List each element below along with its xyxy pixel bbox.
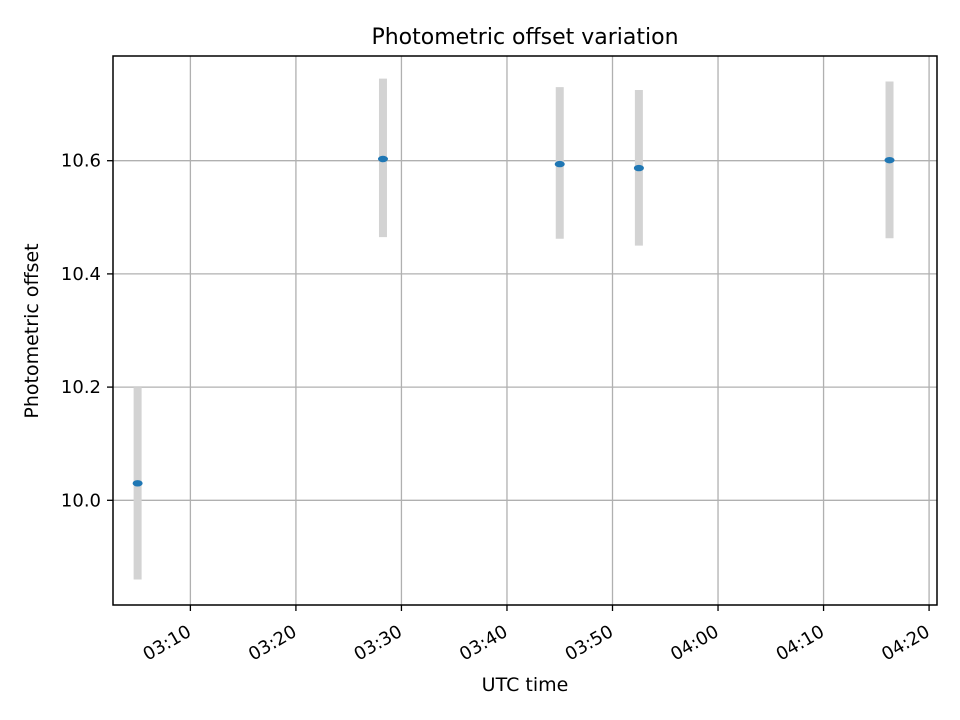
data-point	[633, 164, 644, 172]
data-point	[554, 160, 565, 168]
x-axis-label: UTC time	[482, 674, 569, 696]
data-point	[377, 155, 388, 163]
chart-title: Photometric offset variation	[371, 25, 678, 50]
y-axis-label: Photometric offset	[21, 243, 43, 418]
data-point	[132, 480, 143, 487]
y-tick-label: 10.0	[61, 490, 101, 511]
y-tick-label: 10.2	[61, 377, 101, 398]
data-points	[132, 155, 895, 487]
y-axis-ticks: 10.0 10.2 10.4 10.6	[61, 151, 113, 511]
data-point	[884, 156, 895, 164]
y-tick-label: 10.4	[61, 264, 101, 285]
plot-frame	[112, 55, 938, 606]
grid	[113, 56, 937, 605]
y-tick-label: 10.6	[61, 151, 101, 172]
